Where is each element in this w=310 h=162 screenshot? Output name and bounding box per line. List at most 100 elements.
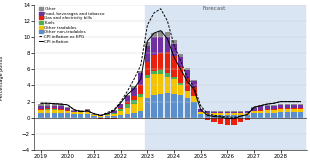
- Bar: [271, 113, 277, 118]
- Bar: [98, 118, 104, 119]
- Bar: [138, 110, 144, 118]
- Bar: [231, 118, 237, 125]
- Bar: [178, 85, 184, 95]
- Bar: [125, 114, 130, 118]
- Bar: [218, 111, 223, 112]
- Bar: [165, 77, 170, 93]
- Bar: [158, 70, 163, 74]
- Bar: [131, 86, 137, 87]
- Bar: [58, 113, 64, 118]
- Bar: [211, 111, 217, 112]
- Bar: [298, 105, 303, 109]
- Bar: [151, 33, 157, 37]
- Bar: [112, 118, 117, 119]
- Bar: [151, 55, 157, 71]
- Bar: [271, 106, 277, 109]
- Bar: [112, 114, 117, 116]
- Bar: [238, 111, 243, 112]
- Bar: [98, 115, 104, 116]
- Bar: [278, 112, 283, 118]
- Bar: [131, 104, 137, 113]
- Bar: [225, 113, 230, 115]
- Bar: [258, 106, 263, 110]
- Bar: [45, 110, 50, 113]
- Bar: [105, 116, 110, 118]
- Bar: [165, 37, 170, 52]
- Bar: [205, 118, 210, 120]
- Bar: [218, 113, 223, 115]
- Bar: [105, 115, 110, 116]
- Bar: [145, 98, 150, 118]
- Bar: [125, 96, 130, 102]
- Bar: [112, 110, 117, 113]
- Bar: [185, 98, 190, 118]
- Bar: [178, 67, 184, 83]
- Bar: [165, 32, 170, 37]
- Bar: [285, 104, 290, 105]
- Bar: [238, 112, 243, 113]
- Bar: [191, 102, 197, 118]
- Bar: [151, 71, 157, 74]
- Bar: [185, 68, 190, 70]
- Bar: [131, 113, 137, 118]
- Bar: [171, 44, 177, 56]
- Bar: [85, 111, 90, 114]
- Bar: [211, 113, 217, 115]
- Bar: [185, 91, 190, 98]
- Bar: [225, 115, 230, 118]
- Bar: [151, 37, 157, 55]
- Bar: [211, 118, 217, 122]
- Bar: [278, 105, 283, 109]
- Bar: [245, 111, 250, 113]
- Bar: [171, 79, 177, 94]
- Bar: [265, 106, 270, 109]
- Bar: [112, 113, 117, 114]
- Bar: [211, 115, 217, 118]
- Bar: [291, 112, 297, 118]
- Bar: [125, 95, 130, 96]
- Bar: [191, 87, 197, 96]
- Bar: [271, 109, 277, 110]
- Bar: [285, 105, 290, 109]
- Bar: [118, 104, 123, 109]
- Bar: [78, 110, 83, 111]
- Bar: [58, 110, 64, 113]
- Bar: [51, 113, 57, 118]
- Bar: [65, 111, 70, 113]
- Bar: [198, 109, 203, 112]
- Bar: [131, 87, 137, 96]
- Bar: [231, 115, 237, 118]
- Bar: [118, 111, 123, 115]
- Bar: [191, 80, 197, 81]
- Bar: [191, 96, 197, 102]
- Bar: [251, 108, 257, 111]
- Bar: [51, 106, 57, 109]
- Bar: [38, 109, 43, 110]
- Bar: [158, 37, 163, 53]
- Bar: [85, 114, 90, 118]
- Bar: [165, 52, 170, 73]
- Bar: [105, 113, 110, 114]
- Bar: [72, 112, 77, 114]
- Bar: [258, 110, 263, 113]
- Bar: [171, 56, 177, 77]
- Bar: [131, 100, 137, 104]
- Bar: [298, 112, 303, 118]
- Bar: [171, 94, 177, 118]
- Bar: [178, 54, 184, 57]
- Bar: [65, 110, 70, 111]
- Bar: [291, 105, 297, 109]
- Bar: [45, 109, 50, 110]
- Bar: [45, 113, 50, 118]
- Bar: [245, 118, 250, 120]
- Bar: [178, 83, 184, 85]
- Bar: [118, 109, 123, 111]
- Bar: [251, 113, 257, 118]
- Bar: [138, 97, 144, 110]
- Bar: [158, 53, 163, 70]
- Bar: [125, 102, 130, 104]
- Bar: [98, 117, 104, 118]
- Bar: [171, 40, 177, 44]
- Bar: [298, 109, 303, 112]
- Bar: [72, 114, 77, 118]
